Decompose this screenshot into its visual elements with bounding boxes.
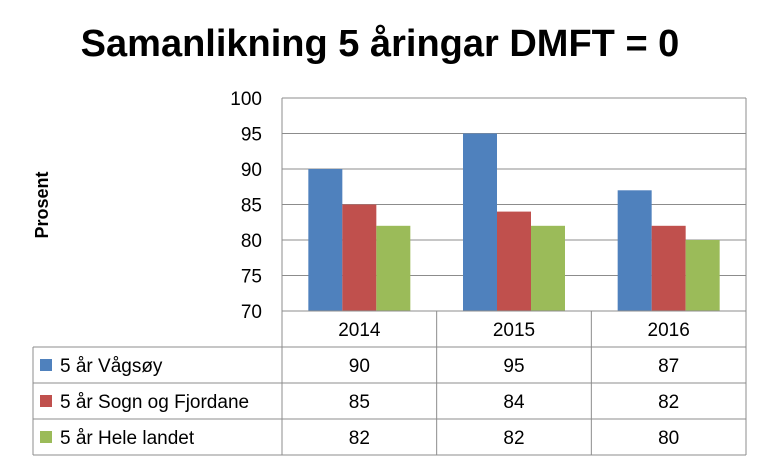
- data-label: 87: [658, 356, 679, 377]
- legend-label: 5 år Hele landet: [60, 428, 195, 449]
- legend-swatch: [40, 431, 52, 443]
- y-axis-label: Prosent: [32, 171, 52, 238]
- x-tick-label: 2014: [338, 320, 381, 341]
- x-tick-label: 2016: [648, 320, 690, 341]
- data-label: 84: [503, 392, 525, 413]
- legend-swatch: [40, 395, 52, 407]
- y-tick-label: 80: [241, 231, 262, 252]
- bar: [308, 169, 343, 311]
- data-label: 95: [503, 356, 524, 377]
- legend-label: 5 år Sogn og Fjordane: [60, 392, 249, 413]
- y-tick-label: 95: [241, 125, 262, 146]
- y-tick-labels: 70 75 80 85 90 95 100: [230, 89, 262, 323]
- data-label: 80: [658, 428, 679, 449]
- bar: [685, 240, 720, 311]
- data-label: 90: [349, 356, 370, 377]
- legend-label: 5 år Vågsøy: [60, 356, 163, 377]
- y-tick-label: 100: [230, 89, 262, 110]
- bar: [342, 204, 377, 311]
- y-tick-label: 85: [241, 196, 262, 217]
- data-label: 85: [349, 392, 370, 413]
- bar: [531, 225, 565, 311]
- data-label: 82: [503, 428, 524, 449]
- y-tick-label: 75: [241, 267, 262, 288]
- bar: [651, 225, 686, 311]
- data-label: 82: [658, 392, 679, 413]
- x-tick-label: 2015: [493, 320, 535, 341]
- bar: [376, 225, 411, 311]
- data-label: 82: [349, 428, 370, 449]
- bar: [463, 133, 497, 311]
- bar: [497, 211, 531, 311]
- bar: [617, 190, 652, 311]
- y-tick-label: 70: [241, 302, 262, 323]
- data-table: 2014 2015 2016 5 år Vågsøy 90 95 87 5 år Sogn o…: [32, 310, 747, 456]
- y-tick-label: 90: [241, 160, 262, 181]
- legend-swatch: [40, 359, 52, 371]
- bars: [308, 133, 720, 311]
- chart-title: Samanlikning 5 åringar DMFT = 0: [81, 23, 680, 65]
